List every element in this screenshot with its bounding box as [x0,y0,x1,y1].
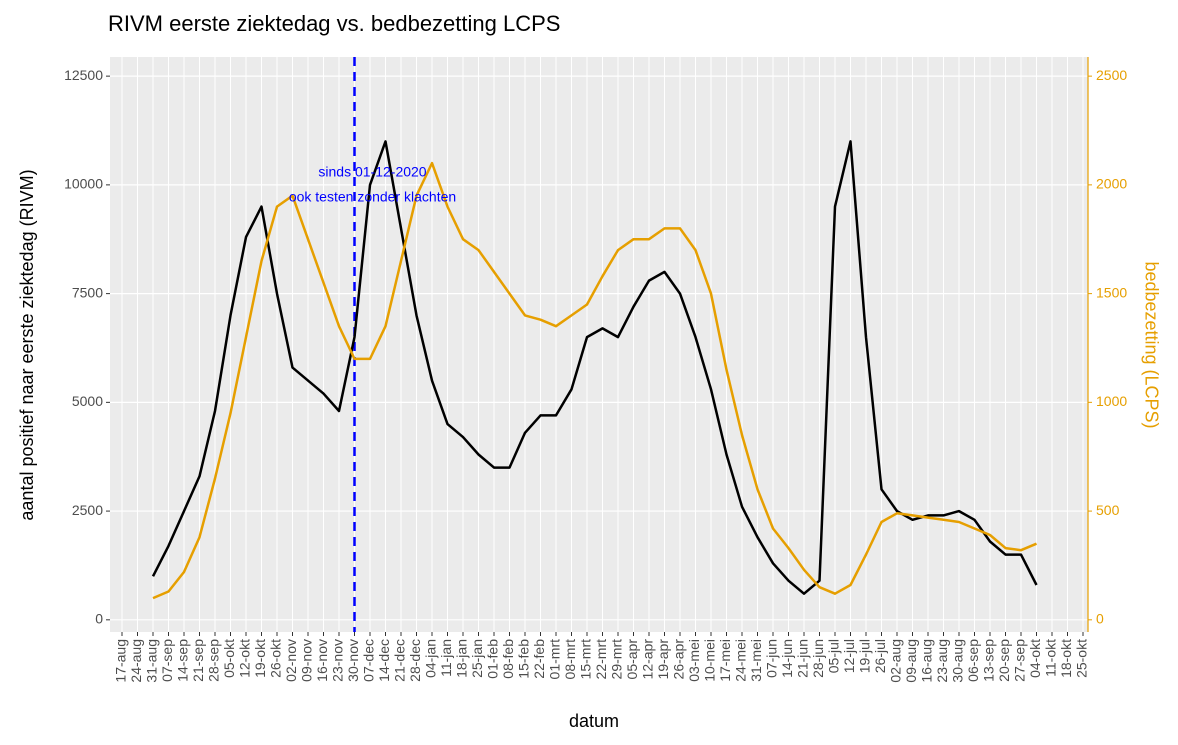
y2-tick-label: 1500 [1096,284,1127,300]
x-tick-label: 03-mei [686,639,702,682]
x-tick-label: 31-aug [144,639,160,683]
plot-background [110,57,1088,632]
x-tick-label: 11-jan [438,639,454,677]
y-tick-label: 2500 [72,502,103,518]
x-tick-label: 28-jun [810,639,826,678]
x-tick-label: 14-jun [779,639,795,678]
x-tick-label: 12-okt [237,639,253,678]
x-tick-label: 10-mei [702,639,718,682]
y-tick-label: 12500 [64,67,103,83]
x-tick-label: 20-sep [996,639,1012,682]
y-tick-label: 5000 [72,393,103,409]
x-tick-label: 01-feb [485,639,501,679]
x-axis-label: datum [569,711,619,731]
y-tick-label: 7500 [72,284,103,300]
x-tick-label: 21-sep [190,639,206,682]
x-tick-label: 23-nov [330,639,346,682]
x-tick-label: 04-jan [423,639,439,678]
x-tick-label: 07-dec [361,639,377,682]
x-tick-label: 18-okt [1058,639,1074,678]
x-tick-label: 15-feb [516,639,532,679]
y-axis-label: aantal positief naar eerste ziektedag (R… [17,169,37,520]
y2-tick-label: 0 [1096,611,1104,627]
x-tick-label: 01-mrt [547,639,563,680]
x-tick-label: 12-jul [841,639,857,673]
y2-tick-label: 2000 [1096,176,1127,192]
x-tick-label: 09-aug [903,639,919,683]
x-tick-label: 26-apr [671,639,687,680]
x-tick-label: 22-feb [531,639,547,679]
x-tick-label: 28-sep [206,639,222,682]
x-tick-label: 09-nov [299,639,315,682]
x-tick-label: 19-okt [252,639,268,678]
x-tick-label: 04-okt [1027,639,1043,678]
x-tick-label: 05-okt [221,639,237,678]
x-tick-label: 16-nov [314,639,330,682]
x-tick-label: 19-jul [857,639,873,673]
x-tick-label: 21-jun [795,639,811,678]
x-tick-label: 29-mrt [609,639,625,680]
x-tick-label: 26-okt [268,639,284,678]
x-tick-label: 31-mei [748,639,764,682]
x-tick-label: 07-sep [159,639,175,682]
x-tick-label: 21-dec [392,639,408,682]
x-tick-label: 16-aug [919,639,935,683]
x-tick-label: 02-aug [888,639,904,683]
x-tick-label: 19-apr [655,639,671,680]
x-tick-label: 14-sep [175,639,191,682]
x-tick-label: 17-mei [717,639,733,682]
x-tick-label: 30-aug [950,639,966,683]
x-tick-label: 24-aug [128,639,144,683]
x-tick-label: 26-jul [872,639,888,673]
x-tick-label: 15-mrt [578,639,594,680]
x-tick-label: 14-dec [376,639,392,682]
y2-tick-label: 2500 [1096,67,1127,83]
y-tick-label: 10000 [64,176,103,192]
annotation: sinds 01-12-2020 [318,164,426,180]
x-tick-label: 25-jan [469,639,485,678]
x-tick-label: 25-okt [1074,639,1090,678]
x-tick-label: 27-sep [1012,639,1028,682]
x-tick-label: 18-jan [454,639,470,678]
x-tick-label: 24-mei [733,639,749,682]
x-tick-label: 02-nov [283,639,299,682]
x-tick-label: 08-feb [500,639,516,679]
x-tick-label: 06-sep [965,639,981,682]
y2-tick-label: 500 [1096,502,1120,518]
y2-tick-label: 1000 [1096,393,1127,409]
x-tick-label: 05-jul [826,639,842,673]
series-line [151,140,1038,595]
x-tick-label: 13-sep [981,639,997,682]
x-tick-label: 22-mrt [593,639,609,680]
y-tick-label: 0 [95,611,103,627]
x-tick-label: 23-aug [934,639,950,683]
x-tick-label: 07-jun [764,639,780,678]
x-tick-label: 08-mrt [562,639,578,680]
x-tick-label: 12-apr [640,639,656,680]
series-line [152,161,1037,600]
chart-title: RIVM eerste ziektedag vs. bedbezetting L… [108,11,560,36]
annotation: ook testen zonder klachten [289,189,456,205]
x-tick-label: 28-dec [407,639,423,682]
x-tick-label: 30-nov [345,639,361,682]
x-tick-label: 05-apr [624,639,640,680]
x-tick-label: 17-aug [113,639,129,683]
x-tick-label: 11-okt [1043,639,1059,677]
y2-axis-label: bedbezetting (LCPS) [1141,261,1161,428]
